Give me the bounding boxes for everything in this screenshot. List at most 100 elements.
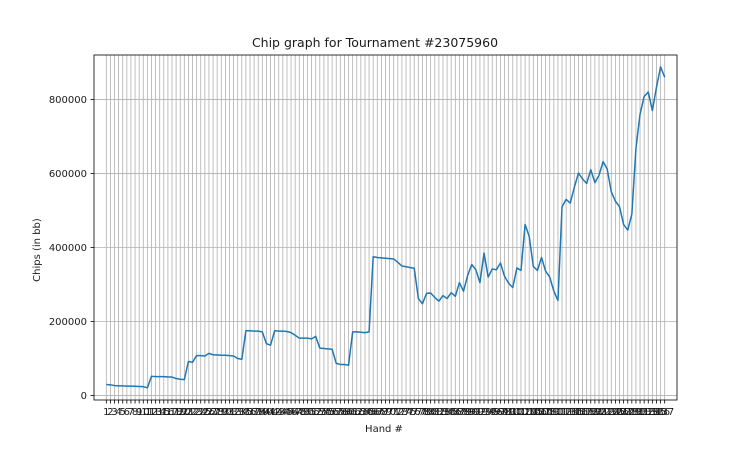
x-tick-label: 34 <box>235 407 248 418</box>
x-tick-label: 62 <box>350 407 363 418</box>
x-tick-label: 28 <box>211 407 224 418</box>
series-layer <box>106 66 666 389</box>
x-tick-label: 45 <box>281 407 294 418</box>
x-tick-label: 72 <box>391 407 404 418</box>
x-tick-label: 29 <box>215 407 228 418</box>
x-tick-label: 8 <box>132 407 138 418</box>
x-tick-label: 124 <box>602 407 621 418</box>
x-tick-label: 130 <box>626 407 645 418</box>
x-tick-label: 57 <box>330 407 343 418</box>
x-tick-label: 50 <box>301 407 314 418</box>
x-tick-label: 114 <box>561 407 580 418</box>
x-tick-label: 109 <box>540 407 559 418</box>
x-tick-label: 22 <box>186 407 199 418</box>
x-tick-label: 117 <box>573 407 592 418</box>
x-tick-label: 122 <box>594 407 613 418</box>
x-tick-label: 93 <box>478 407 491 418</box>
x-tick-label: 16 <box>162 407 175 418</box>
x-tick-label: 136 <box>651 407 670 418</box>
x-tick-label: 95 <box>486 407 499 418</box>
x-tick-label: 85 <box>445 407 458 418</box>
x-tick-label: 37 <box>248 407 261 418</box>
x-tick-label: 44 <box>276 407 289 418</box>
x-tick-label: 56 <box>326 407 339 418</box>
x-tick-label: 120 <box>585 407 604 418</box>
x-tick-label: 128 <box>618 407 637 418</box>
x-tick-label: 55 <box>322 407 335 418</box>
x-tick-label: 121 <box>589 407 608 418</box>
x-tick-label: 30 <box>219 407 232 418</box>
x-tick-label: 84 <box>441 407 454 418</box>
x-tick-label: 5 <box>120 407 126 418</box>
x-tick-label: 133 <box>639 407 658 418</box>
grid-layer <box>94 55 677 400</box>
x-axis: 1234567891011121314151617181920212223242… <box>103 400 674 418</box>
x-tick-label: 1 <box>103 407 109 418</box>
x-tick-label: 69 <box>379 407 392 418</box>
x-tick-label: 134 <box>643 407 662 418</box>
x-tick-label: 98 <box>498 407 511 418</box>
x-tick-label: 110 <box>544 407 563 418</box>
x-tick-label: 94 <box>482 407 495 418</box>
x-tick-label: 77 <box>412 407 425 418</box>
x-tick-label: 88 <box>457 407 470 418</box>
x-tick-label: 46 <box>285 407 298 418</box>
x-tick-label: 61 <box>346 407 359 418</box>
x-tick-label: 6 <box>124 407 130 418</box>
x-tick-label: 129 <box>622 407 641 418</box>
y-tick-label: 800000 <box>49 95 87 106</box>
x-tick-label: 67 <box>371 407 384 418</box>
x-tick-label: 119 <box>581 407 600 418</box>
x-tick-label: 19 <box>174 407 187 418</box>
x-tick-label: 96 <box>490 407 503 418</box>
x-tick-label: 79 <box>420 407 433 418</box>
x-tick-label: 102 <box>511 407 530 418</box>
x-tick-label: 48 <box>293 407 306 418</box>
x-tick-label: 10 <box>137 407 150 418</box>
x-tick-label: 41 <box>264 407 277 418</box>
x-tick-label: 100 <box>503 407 522 418</box>
x-tick-label: 27 <box>207 407 220 418</box>
x-tick-label: 70 <box>383 407 396 418</box>
x-tick-label: 115 <box>565 407 584 418</box>
x-tick-label: 4 <box>115 407 121 418</box>
x-tick-label: 106 <box>528 407 547 418</box>
y-tick-label: 600000 <box>49 169 87 180</box>
x-tick-label: 105 <box>524 407 543 418</box>
x-tick-label: 89 <box>461 407 474 418</box>
x-tick-label: 76 <box>408 407 421 418</box>
y-tick-label: 400000 <box>49 243 87 254</box>
x-tick-label: 23 <box>190 407 203 418</box>
x-tick-label: 63 <box>354 407 367 418</box>
x-tick-label: 82 <box>433 407 446 418</box>
x-tick-label: 107 <box>532 407 551 418</box>
x-tick-label: 111 <box>548 407 567 418</box>
x-tick-label: 18 <box>170 407 183 418</box>
x-tick-label: 49 <box>297 407 310 418</box>
x-tick-label: 11 <box>141 407 154 418</box>
x-tick-label: 40 <box>260 407 273 418</box>
x-tick-label: 127 <box>614 407 633 418</box>
x-tick-label: 81 <box>428 407 441 418</box>
x-tick-label: 42 <box>268 407 281 418</box>
x-tick-label: 104 <box>520 407 539 418</box>
x-tick-label: 38 <box>252 407 265 418</box>
x-tick-label: 14 <box>153 407 166 418</box>
x-tick-label: 54 <box>318 407 331 418</box>
x-tick-label: 126 <box>610 407 629 418</box>
x-tick-label: 112 <box>552 407 571 418</box>
x-tick-label: 47 <box>289 407 302 418</box>
x-tick-label: 2 <box>107 407 113 418</box>
x-tick-label: 32 <box>227 407 240 418</box>
y-tick-label: 200000 <box>49 317 87 328</box>
x-tick-label: 71 <box>387 407 400 418</box>
x-tick-label: 74 <box>400 407 413 418</box>
x-tick-label: 118 <box>577 407 596 418</box>
x-tick-label: 43 <box>272 407 285 418</box>
x-tick-label: 3 <box>111 407 117 418</box>
chart-title: Chip graph for Tournament #23075960 <box>252 35 498 50</box>
x-tick-label: 87 <box>453 407 466 418</box>
